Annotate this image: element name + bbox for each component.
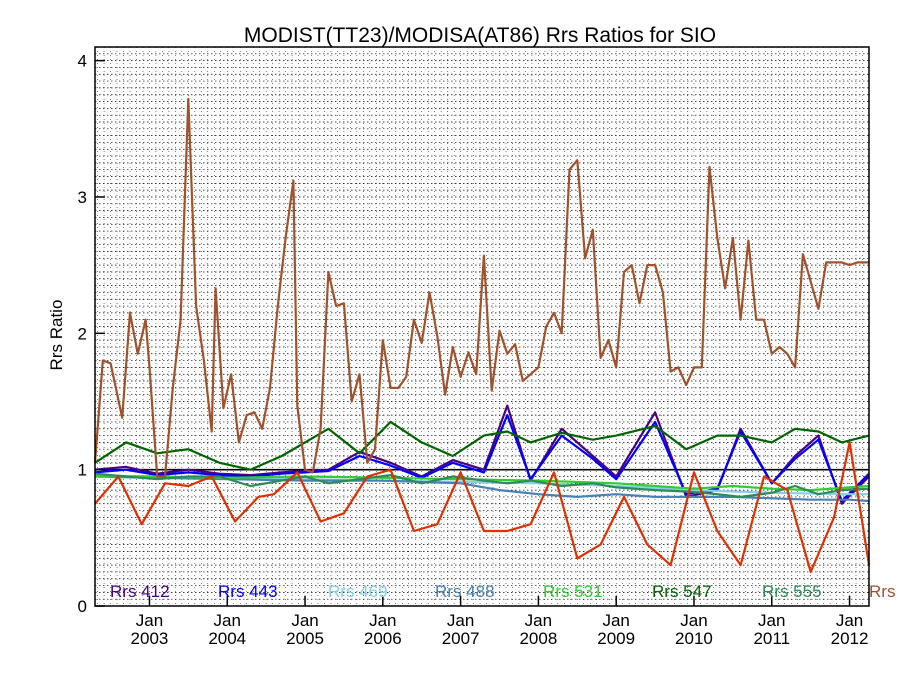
x-tick-month: Jan	[836, 611, 863, 630]
y-tick-labels: 0 1 2 3 4	[78, 52, 105, 616]
legend-rrs_555: Rrs 555	[762, 582, 822, 601]
series-line-rrs_443	[94, 414, 870, 503]
legend-rrs_531: Rrs 531	[543, 582, 603, 601]
legend-rrs: Rrs	[869, 582, 895, 601]
y-tick-label: 2	[78, 324, 87, 343]
x-tick-year: 2007	[442, 629, 480, 648]
series-lines	[93, 97, 871, 574]
x-tick-month: Jan	[369, 611, 396, 630]
legend-rrs_412: Rrs 412	[110, 582, 170, 601]
x-tick-month: Jan	[291, 611, 318, 630]
x-tick-year: 2009	[597, 629, 635, 648]
x-tick-year: 2003	[131, 629, 169, 648]
x-tick-year: 2006	[364, 629, 402, 648]
x-tick-year: 2004	[208, 629, 246, 648]
y-tick-label: 0	[78, 597, 87, 616]
legend: Rrs 412 Rrs 443 Rrs 469 Rrs 488 Rrs 531 Rrs 5…	[110, 582, 895, 601]
legend-rrs_469: Rrs 469	[328, 582, 388, 601]
x-tick-month: Jan	[136, 611, 163, 630]
plot-frame	[94, 46, 870, 607]
series-line-rrs	[93, 97, 869, 478]
x-tick-month: Jan	[214, 611, 241, 630]
legend-rrs_547: Rrs 547	[652, 582, 712, 601]
x-tick-month: Jan	[447, 611, 474, 630]
y-axis-label: Rrs Ratio	[47, 300, 66, 371]
x-tick-year: 2011	[753, 629, 790, 648]
legend-rrs_488: Rrs 488	[435, 582, 495, 601]
chart-title: MODIST(TT23)/MODISA(AT86) Rrs Ratios for…	[244, 24, 716, 47]
x-tick-labels: Jan2003Jan2004Jan2005Jan2006Jan2007Jan20…	[131, 596, 869, 648]
series-line-rrs_547	[94, 420, 870, 471]
x-tick-month: Jan	[680, 611, 707, 630]
x-tick-month: Jan	[758, 611, 785, 630]
legend-rrs_443: Rrs 443	[218, 582, 278, 601]
x-tick-year: 2005	[286, 629, 324, 648]
x-tick-year: 2012	[831, 629, 869, 648]
y-tick-label: 1	[78, 461, 87, 480]
series-line-red	[94, 441, 871, 574]
y-tick-label: 4	[78, 52, 87, 71]
x-tick-month: Jan	[602, 611, 629, 630]
x-tick-month: Jan	[525, 611, 552, 630]
x-tick-year: 2010	[675, 629, 713, 648]
series-line-rrs_555	[94, 472, 870, 498]
x-tick-year: 2008	[519, 629, 557, 648]
y-tick-label: 3	[78, 188, 87, 207]
